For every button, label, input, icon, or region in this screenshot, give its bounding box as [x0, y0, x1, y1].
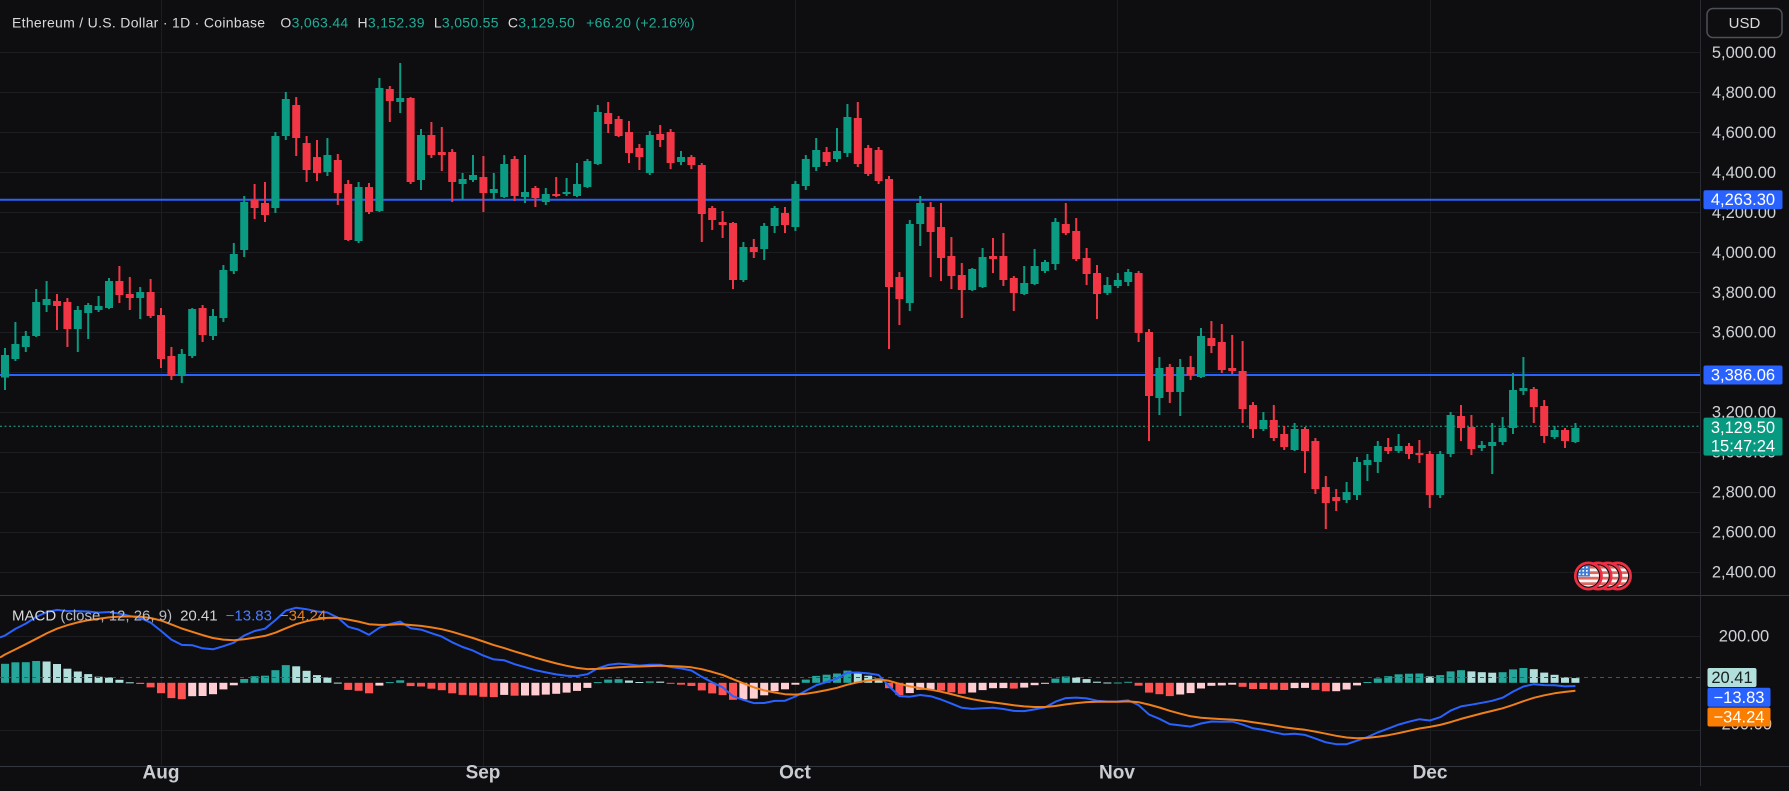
- svg-text:20.41: 20.41: [1711, 669, 1752, 687]
- svg-text:4,800.00: 4,800.00: [1712, 84, 1776, 102]
- svg-text:2,400.00: 2,400.00: [1712, 564, 1776, 582]
- svg-text:Aug: Aug: [143, 763, 180, 784]
- svg-text:5,000.00: 5,000.00: [1712, 44, 1776, 62]
- svg-text:Sep: Sep: [466, 763, 501, 784]
- svg-text:Dec: Dec: [1413, 763, 1448, 784]
- svg-text:2,600.00: 2,600.00: [1712, 524, 1776, 542]
- svg-text:200.00: 200.00: [1719, 627, 1769, 645]
- svg-text:4,000.00: 4,000.00: [1712, 244, 1776, 262]
- svg-text:15:47:24: 15:47:24: [1711, 438, 1775, 456]
- svg-text:3,600.00: 3,600.00: [1712, 324, 1776, 342]
- svg-text:−13.83: −13.83: [1714, 689, 1765, 707]
- svg-text:3,800.00: 3,800.00: [1712, 284, 1776, 302]
- svg-text:2,800.00: 2,800.00: [1712, 484, 1776, 502]
- svg-text:3,386.06: 3,386.06: [1711, 367, 1775, 385]
- svg-text:MACD (close, 12, 26, 9)20.41−1: MACD (close, 12, 26, 9) 20.41 −13.83 −34.24: [12, 608, 326, 625]
- svg-text:4,600.00: 4,600.00: [1712, 124, 1776, 142]
- svg-text:−34.24: −34.24: [1714, 709, 1765, 727]
- svg-text:4,263.30: 4,263.30: [1711, 191, 1775, 209]
- svg-text:3,129.50: 3,129.50: [1711, 419, 1775, 437]
- svg-text:4,400.00: 4,400.00: [1712, 164, 1776, 182]
- svg-text:3,200.00: 3,200.00: [1712, 404, 1776, 422]
- svg-text:USD: USD: [1729, 15, 1761, 32]
- svg-text:Oct: Oct: [779, 763, 811, 784]
- svg-text:Nov: Nov: [1099, 763, 1135, 784]
